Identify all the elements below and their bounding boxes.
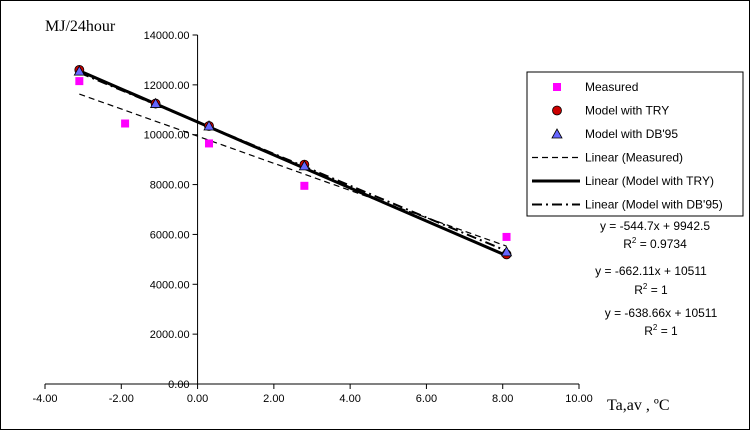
trendline-equation: y = -662.11x + 10511 xyxy=(595,264,707,278)
trendline xyxy=(78,69,508,258)
trendline xyxy=(78,71,507,252)
data-point xyxy=(149,97,162,108)
legend: Measured Model with TRY Model with DB'95 Li… xyxy=(526,71,744,217)
y-tick-label: 4000.00 xyxy=(150,279,190,291)
legend-label: Linear (Measured) xyxy=(585,151,683,165)
data-point xyxy=(203,120,215,131)
y-tick-label: 0.00 xyxy=(168,379,189,391)
legend-marker xyxy=(552,105,562,116)
data-point xyxy=(73,65,86,76)
legend-marker xyxy=(551,128,563,139)
y-tick-label: 8000.00 xyxy=(150,180,190,192)
r-squared-label: R2 = 0.9734 xyxy=(623,236,687,251)
data-point xyxy=(300,181,309,190)
data-point xyxy=(205,139,214,148)
r-squared-label: R2 = 1 xyxy=(634,282,668,297)
legend-label: Model with TRY xyxy=(585,104,669,118)
x-tick-label: 10.00 xyxy=(565,393,593,405)
data-points xyxy=(73,65,513,260)
trendline-equation: y = -544.7x + 9942.5 xyxy=(600,219,710,233)
data-point xyxy=(298,160,311,171)
x-tick-label: 2.00 xyxy=(263,393,284,405)
axes: -4.00 -2.00 0.00 2.00 4.00 6.00 8.00 10.00 0.00 2… xyxy=(32,30,592,405)
x-tick-label: 8.00 xyxy=(492,393,513,405)
legend-box xyxy=(526,71,744,217)
data-point xyxy=(121,119,130,128)
x-tick-label: -2.00 xyxy=(109,393,134,405)
x-tick-label: 0.00 xyxy=(187,393,208,405)
y-tick-label: 10000.00 xyxy=(144,130,190,142)
trendline-equation: y = -638.66x + 10511 xyxy=(605,306,718,320)
data-point xyxy=(500,246,513,257)
y-axis-label: MJ/24hour xyxy=(45,18,116,35)
y-tick-label: 2000.00 xyxy=(150,329,190,341)
x-tick-label: 4.00 xyxy=(339,393,360,405)
legend-label: Measured xyxy=(585,80,638,94)
x-axis-label: Ta,av , ºC xyxy=(607,397,670,414)
y-tick-label: 6000.00 xyxy=(150,229,190,241)
trendlines xyxy=(78,69,508,258)
legend-label: Model with DB'95 xyxy=(585,127,678,141)
y-tick-label: 14000.00 xyxy=(144,30,190,42)
legend-label: Linear (Model with DB'95) xyxy=(585,198,723,212)
data-point xyxy=(502,232,511,241)
y-tick-label: 12000.00 xyxy=(144,80,190,92)
x-tick-label: 6.00 xyxy=(416,393,437,405)
x-tick-label: -4.00 xyxy=(32,393,57,405)
trendline xyxy=(79,93,507,247)
legend-marker xyxy=(553,83,561,91)
data-point xyxy=(75,77,84,86)
legend-label: Linear (Model with TRY) xyxy=(585,174,714,188)
r-squared-label: R2 = 1 xyxy=(644,323,678,338)
trendline-equations: y = -544.7x + 9942.5 R2 = 0.9734 y = -662.… xyxy=(595,219,717,338)
